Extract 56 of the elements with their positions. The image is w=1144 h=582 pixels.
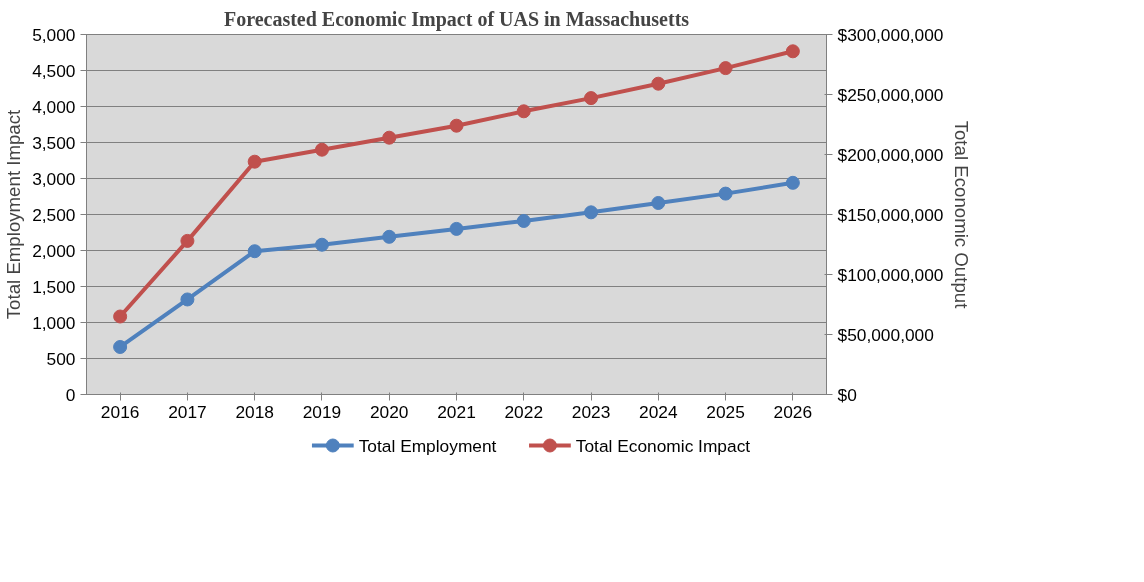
legend-label: Total Economic Impact	[575, 435, 751, 456]
point	[718, 186, 733, 201]
y-tick-label: 4,500	[32, 60, 76, 81]
x-tick-label: 2017	[168, 401, 207, 422]
point	[651, 76, 666, 91]
point	[180, 233, 195, 248]
point	[113, 309, 128, 324]
point	[584, 205, 599, 220]
chart-title: Forecasted Economic Impact of UAS in Massachusetts	[223, 7, 690, 31]
x-tick-label: 2019	[302, 401, 342, 422]
point	[247, 244, 262, 259]
point	[180, 292, 195, 307]
x-tick-label: 2023	[571, 401, 611, 422]
y2-tick-label: $100,000,000	[837, 264, 944, 285]
point	[516, 213, 531, 228]
point	[584, 91, 599, 106]
x-tick-label: 2021	[437, 401, 476, 422]
y-tick-label: 1,500	[32, 276, 76, 297]
point	[382, 229, 397, 244]
point	[247, 154, 262, 169]
x-tick-label: 2026	[773, 401, 813, 422]
x-tick-label: 2020	[369, 401, 409, 422]
y-tick-label: 2,000	[32, 240, 76, 261]
y2-tick-label: $300,000,000	[837, 24, 944, 45]
y-axis-title: Total Employment Impact	[3, 108, 25, 320]
y2-tick-label: $150,000,000	[837, 204, 944, 225]
point	[449, 221, 464, 236]
x-tick-label: 2016	[100, 401, 140, 422]
point	[449, 118, 464, 133]
point	[718, 61, 733, 76]
point	[314, 142, 329, 157]
y-tick-label: 4,000	[32, 96, 76, 117]
point	[785, 44, 800, 59]
y2-tick-label: $250,000,000	[837, 84, 944, 105]
y-tick-label: 500	[46, 348, 76, 369]
y-tick-label: 1,000	[32, 312, 76, 333]
y2-tick-label: $0	[837, 384, 857, 405]
x-tick-label: 2022	[504, 401, 544, 422]
x-tick-label: 2025	[706, 401, 745, 422]
y2-tick-label: $50,000,000	[837, 324, 934, 345]
point	[314, 237, 329, 252]
legend-label: Total Employment	[358, 435, 497, 456]
point	[785, 175, 800, 190]
point	[113, 339, 128, 354]
y-tick-label: 3,000	[32, 168, 76, 189]
y2-tick-label: $200,000,000	[837, 144, 944, 165]
x-tick-label: 2024	[639, 401, 678, 422]
point	[382, 130, 397, 145]
point	[651, 195, 666, 210]
y-tick-label: 3,500	[32, 132, 76, 153]
y2-axis-title: Total Economic Output	[951, 120, 973, 310]
y-tick-label: 5,000	[32, 24, 76, 45]
y-tick-label: 2,500	[32, 204, 76, 225]
y-tick-label: 0	[65, 384, 76, 405]
x-tick-label: 2018	[235, 401, 274, 422]
point	[516, 104, 531, 119]
